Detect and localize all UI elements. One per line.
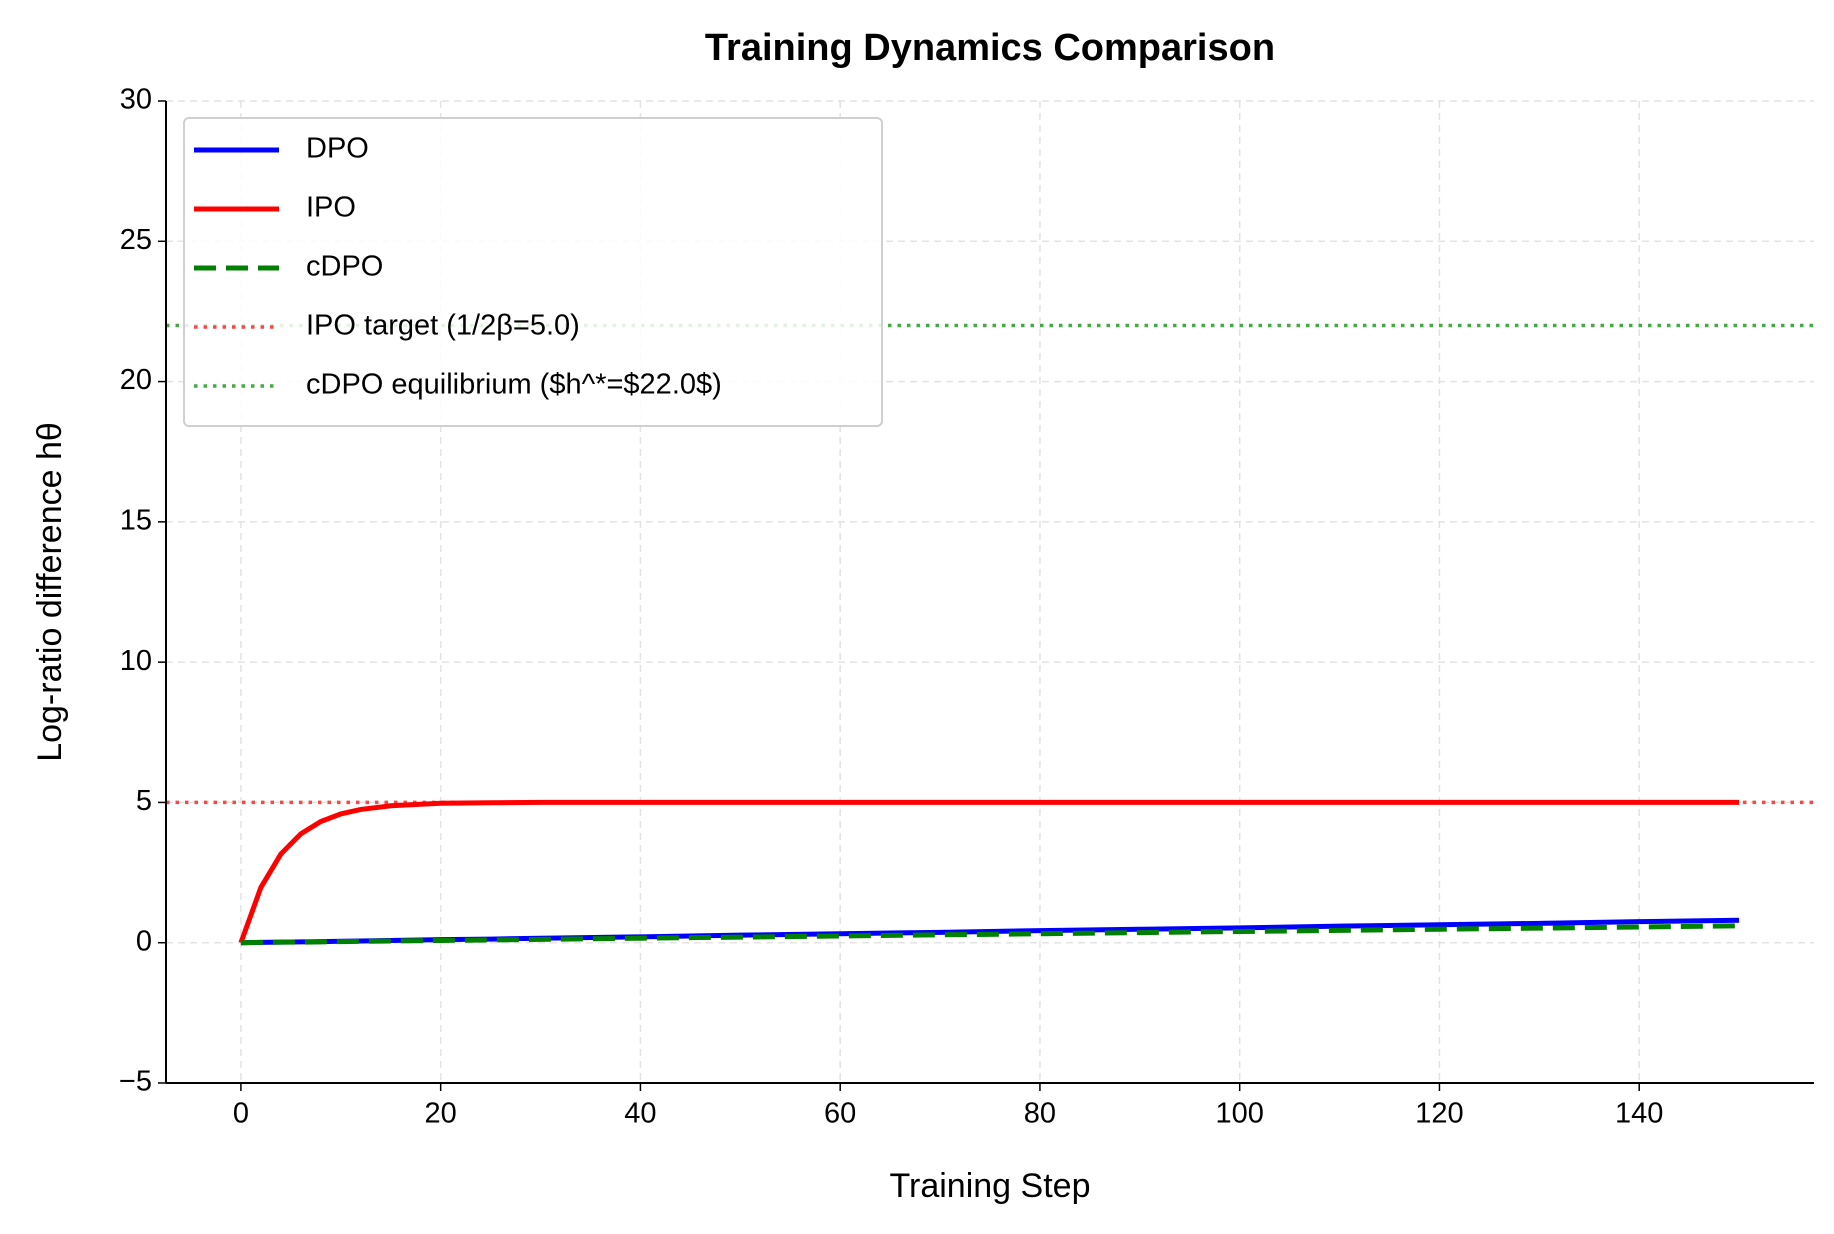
y-axis-label: Log-ratio difference hθ <box>31 422 69 762</box>
x-tick-label: 20 <box>425 1098 457 1130</box>
y-tick-label: 15 <box>120 505 152 537</box>
legend-box <box>183 117 883 427</box>
x-tick-label: 100 <box>1216 1098 1264 1130</box>
legend-label: DPO <box>306 133 369 165</box>
y-tick-label: 0 <box>136 925 152 957</box>
y-tick-label: 5 <box>136 785 152 817</box>
series-line <box>240 923 1740 946</box>
series-line <box>238 799 1740 944</box>
x-axis-label: Training Step <box>890 1167 1091 1205</box>
x-tick-label: 140 <box>1615 1098 1663 1130</box>
y-tick-label: 20 <box>120 364 152 396</box>
x-tick-label: 40 <box>624 1098 656 1130</box>
x-tick-label: 80 <box>1024 1098 1056 1130</box>
x-tick-label: 0 <box>233 1098 249 1130</box>
y-tick-label: 25 <box>120 224 152 256</box>
chart-title: Training Dynamics Comparison <box>705 27 1275 69</box>
legend-label: cDPO <box>306 251 383 283</box>
x-tick-label: 120 <box>1415 1098 1463 1130</box>
y-tick-label: 10 <box>120 645 152 677</box>
y-tick-label: −5 <box>119 1066 152 1098</box>
x-tick-label: 60 <box>824 1098 856 1130</box>
y-tick-label: 30 <box>120 84 152 116</box>
legend-label: cDPO equilibrium ($h^*=$22.0$) <box>306 369 722 401</box>
legend: DPO IPO cDPO IPO target (1/2β=5.0) cDPO equi… <box>183 117 883 427</box>
legend-label: IPO <box>306 192 356 224</box>
legend-label: IPO target (1/2β=5.0) <box>306 310 580 342</box>
